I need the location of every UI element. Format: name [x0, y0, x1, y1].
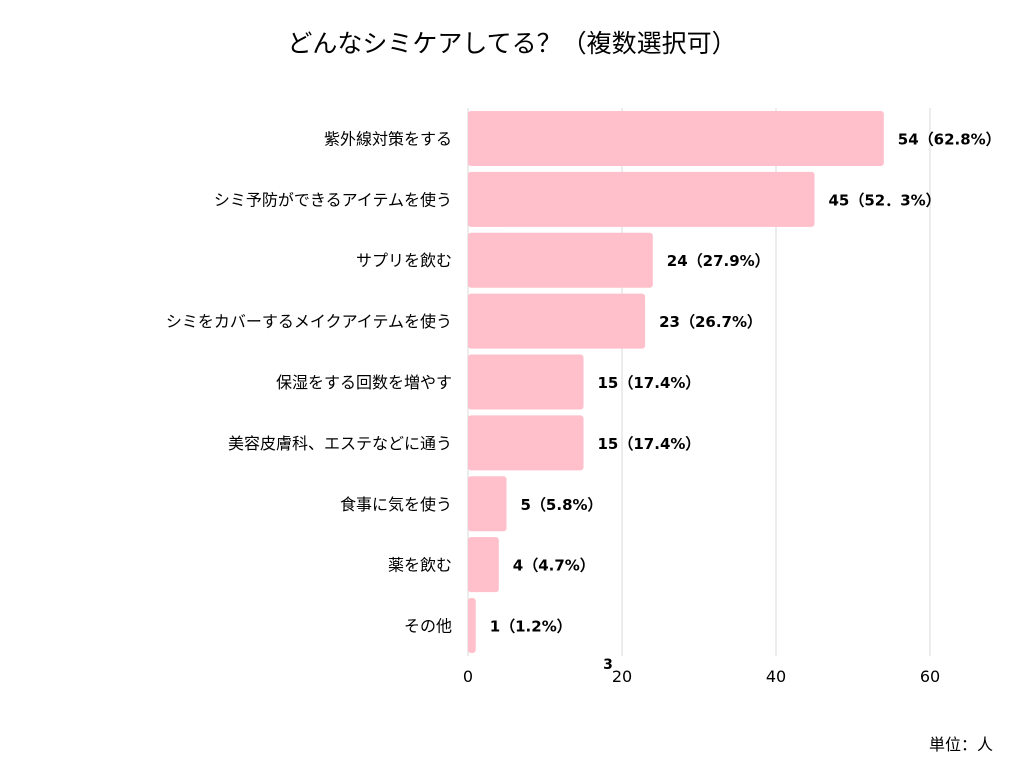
bar	[468, 354, 584, 410]
bars	[468, 110, 884, 654]
bar	[468, 598, 476, 654]
category-label: 食事に気を使う	[340, 495, 452, 514]
x-tick-label: 60	[920, 667, 940, 686]
data-label: 1（1.2%）	[490, 618, 572, 636]
data-labels: 54（62.8%） 45（52．3%） 24（27.9%） 23（26.7%） 15（1…	[490, 130, 1001, 635]
bar	[468, 171, 815, 227]
category-label: シミをカバーするメイクアイテムを使う	[166, 312, 452, 331]
stray-label: 3	[603, 657, 613, 673]
category-label: 美容皮膚科、エステなどに通う	[228, 434, 452, 453]
x-axis-ticks: 0 20 40 60	[463, 667, 940, 686]
category-label: 保湿をする回数を増やす	[276, 373, 452, 392]
bar	[468, 415, 584, 471]
data-label: 5（5.8%）	[521, 496, 603, 514]
data-label: 15（17.4%）	[598, 374, 701, 392]
category-labels: 紫外線対策をするシミ予防ができるアイテムを使うサプリを飲むシミをカバーするメイク…	[166, 129, 452, 635]
bar	[468, 537, 499, 593]
bar	[468, 110, 884, 166]
data-label: 15（17.4%）	[598, 435, 701, 453]
data-label: 4（4.7%）	[513, 557, 595, 575]
x-tick-label: 0	[463, 667, 473, 686]
category-label: その他	[404, 617, 452, 636]
data-label: 45（52．3%）	[829, 191, 941, 209]
x-tick-label: 40	[766, 667, 786, 686]
data-label: 24（27.9%）	[667, 252, 770, 270]
bar	[468, 232, 653, 288]
data-label: 23（26.7%）	[659, 313, 762, 331]
bar	[468, 476, 507, 532]
category-label: サプリを飲む	[356, 251, 452, 270]
category-label: 紫外線対策をする	[324, 129, 452, 148]
category-label: シミ予防ができるアイテムを使う	[214, 190, 452, 209]
chart-title: どんなシミケアしてる？（複数選択可）	[287, 29, 736, 58]
bar	[468, 293, 646, 349]
unit-label: 単位：人	[929, 735, 993, 754]
x-tick-label: 20	[612, 667, 632, 686]
category-label: 薬を飲む	[388, 556, 452, 575]
data-label: 54（62.8%）	[898, 130, 1001, 148]
